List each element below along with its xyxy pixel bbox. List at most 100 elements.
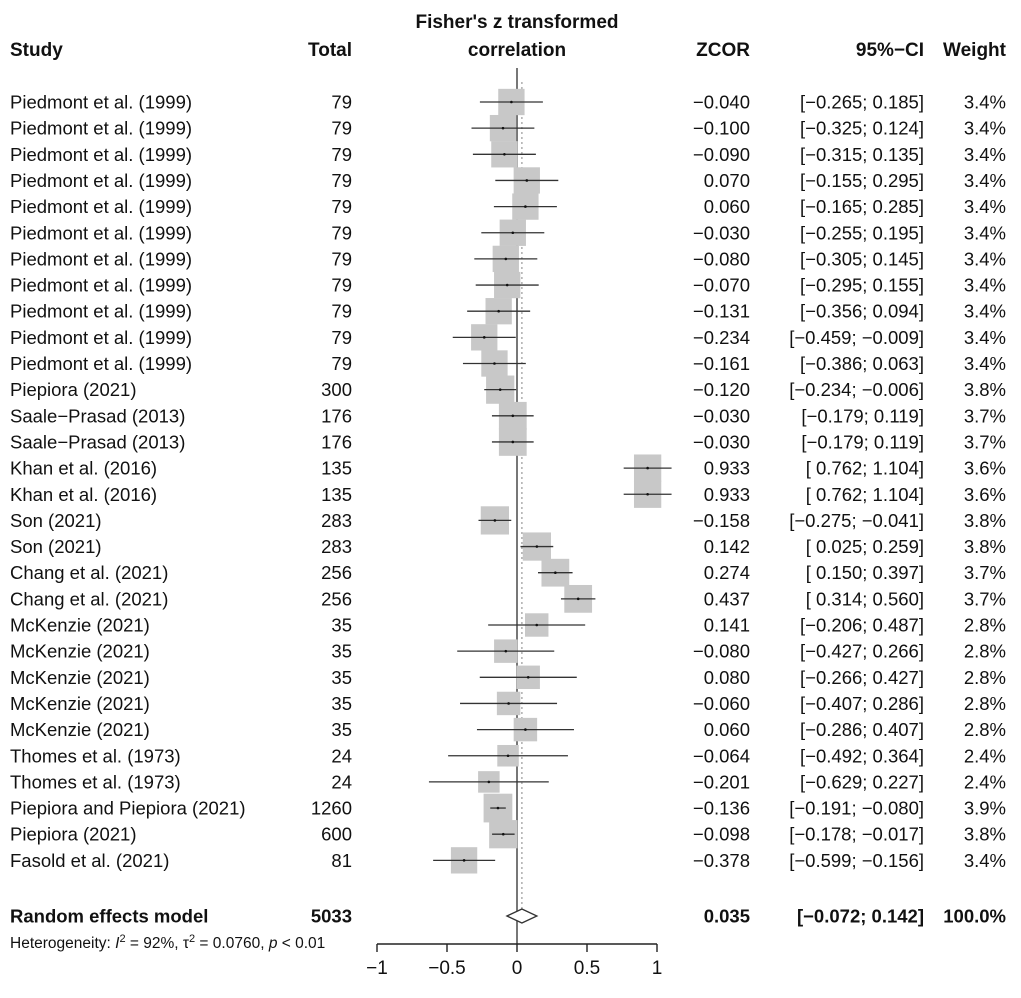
study-total: 256: [321, 588, 352, 609]
study-total: 79: [331, 92, 352, 113]
study-point: [554, 571, 557, 574]
study-weight: 3.4%: [964, 301, 1006, 322]
x-axis: −1 −0.5 0 0.5 1: [366, 943, 663, 979]
study-weight: 3.4%: [964, 850, 1006, 871]
study-label: Chang et al. (2021): [10, 562, 168, 583]
study-total: 135: [321, 484, 352, 505]
study-weight: 3.4%: [964, 92, 1006, 113]
study-row: Chang et al. (2021) 256 0.274 [ 0.150; 0.39…: [10, 558, 1006, 587]
study-zcor: 0.274: [704, 562, 750, 583]
study-ci: [−0.179; 0.119]: [801, 405, 924, 426]
study-label: Piedmont et al. (1999): [10, 196, 192, 217]
study-ci: [−0.165; 0.285]: [800, 196, 924, 217]
study-label: Piedmont et al. (1999): [10, 170, 192, 191]
study-row: McKenzie (2021) 35 −0.060 [−0.407; 0.286] 2.…: [10, 691, 1006, 716]
study-row: Khan et al. (2016) 135 0.933 [ 0.762; 1.104…: [10, 454, 1006, 482]
study-weight: 3.8%: [964, 379, 1006, 400]
study-total: 79: [331, 196, 352, 217]
study-zcor: −0.030: [693, 222, 750, 243]
header: Study Total Fisher's z transformed corre…: [10, 12, 1007, 61]
study-zcor: −0.030: [693, 405, 750, 426]
study-label: Fasold et al. (2021): [10, 850, 169, 871]
study-label: McKenzie (2021): [10, 615, 150, 636]
pooled-diamond: [505, 908, 539, 924]
study-zcor: −0.100: [693, 118, 750, 139]
study-label: Piedmont et al. (1999): [10, 301, 192, 322]
study-total: 176: [321, 431, 352, 452]
study-weight: 3.6%: [964, 458, 1006, 479]
study-zcor: −0.064: [693, 745, 750, 766]
het-tau2-symbol: τ: [183, 935, 189, 952]
study-total: 135: [321, 458, 352, 479]
study-label: Piepiora (2021): [10, 824, 137, 845]
study-zcor: −0.201: [693, 771, 750, 792]
study-weight: 3.7%: [964, 562, 1006, 583]
study-total: 79: [331, 144, 352, 165]
study-total: 283: [321, 510, 352, 531]
study-row: Piedmont et al. (1999) 79 −0.040 [−0.265; 0…: [10, 88, 1006, 116]
study-total: 283: [321, 536, 352, 557]
study-weight: 3.4%: [964, 275, 1006, 296]
study-point: [525, 179, 529, 182]
study-weight: 3.7%: [964, 431, 1006, 452]
het-i2-sup: 2: [119, 933, 125, 945]
study-ci: [−0.191; −0.080]: [789, 798, 924, 819]
study-total: 1260: [311, 798, 352, 819]
header-zcor: ZCOR: [696, 40, 750, 61]
study-ci: [−0.295; 0.155]: [800, 275, 924, 296]
study-point: [576, 597, 580, 601]
x-axis-tick-label: 0: [512, 958, 523, 979]
study-row: Piedmont et al. (1999) 79 −0.131 [−0.356; 0…: [10, 298, 1006, 325]
study-weight: 3.4%: [964, 222, 1006, 243]
study-zcor: −0.090: [693, 144, 750, 165]
study-weight: 2.4%: [964, 745, 1006, 766]
pooled-weight: 100.0%: [943, 906, 1006, 927]
study-total: 79: [331, 222, 352, 243]
study-ci: [−0.266; 0.427]: [800, 667, 924, 688]
study-point: [487, 780, 491, 784]
study-point: [535, 623, 539, 627]
study-ci: [−0.305; 0.145]: [800, 248, 924, 269]
study-point: [524, 728, 527, 731]
study-ci: [−0.179; 0.119]: [801, 431, 924, 452]
study-row: Piedmont et al. (1999) 79 0.060 [−0.165; 0.…: [10, 193, 1006, 220]
header-total: Total: [308, 40, 352, 61]
study-zcor: −0.080: [693, 641, 750, 662]
het-tau2-sup: 2: [189, 933, 195, 945]
study-ci: [ 0.762; 1.104]: [806, 484, 924, 505]
study-zcor: 0.141: [704, 615, 750, 636]
study-total: 79: [331, 275, 352, 296]
study-row: Piedmont et al. (1999) 79 −0.030 [−0.255; 0…: [10, 219, 1006, 246]
study-label: Piedmont et al. (1999): [10, 222, 192, 243]
study-row: McKenzie (2021) 35 −0.080 [−0.427; 0.266] 2.…: [10, 639, 1006, 663]
pooled-total: 5033: [311, 906, 352, 927]
study-weight: 3.7%: [964, 405, 1006, 426]
study-ci: [−0.155; 0.295]: [800, 170, 924, 191]
study-point: [503, 153, 506, 156]
study-label: McKenzie (2021): [10, 693, 150, 714]
study-weight: 2.4%: [964, 771, 1006, 792]
study-row: Piepiora (2021) 600 −0.098 [−0.178; −0.017]…: [10, 820, 1006, 849]
study-label: Piepiora (2021): [10, 379, 137, 400]
het-i2-symbol: I: [115, 935, 120, 952]
x-axis-tick-label: 1: [652, 958, 663, 979]
study-row: Khan et al. (2016) 135 0.933 [ 0.762; 1.104…: [10, 480, 1006, 508]
study-point: [646, 492, 649, 496]
study-label: Khan et al. (2016): [10, 484, 157, 505]
study-row: Thomes et al. (1973) 24 −0.201 [−0.629; 0.2…: [10, 771, 1006, 793]
study-total: 256: [321, 562, 352, 583]
study-ci: [−0.407; 0.286]: [800, 693, 924, 714]
study-zcor: 0.933: [704, 484, 750, 505]
study-label: Son (2021): [10, 536, 102, 557]
study-zcor: −0.120: [693, 379, 750, 400]
study-row: McKenzie (2021) 35 0.141 [−0.206; 0.487] 2.8…: [10, 613, 1006, 637]
study-total: 600: [321, 824, 352, 845]
het-prefix: Heterogeneity:: [10, 935, 115, 952]
study-label: Piepiora and Piepiora (2021): [10, 798, 246, 819]
study-zcor: 0.070: [704, 170, 750, 191]
study-weight: 3.4%: [964, 248, 1006, 269]
study-zcor: −0.131: [693, 301, 750, 322]
study-row: Piedmont et al. (1999) 79 −0.161 [−0.386; 0…: [10, 350, 1006, 377]
study-label: Piedmont et al. (1999): [10, 275, 192, 296]
study-label: Piedmont et al. (1999): [10, 327, 192, 348]
